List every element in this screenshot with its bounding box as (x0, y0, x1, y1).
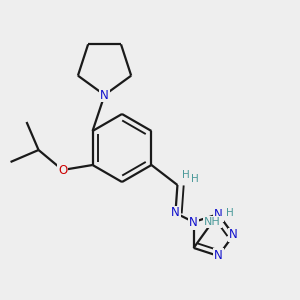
Text: H: H (182, 170, 189, 180)
Text: H: H (190, 174, 198, 184)
Text: NH: NH (204, 217, 221, 227)
Text: O: O (58, 164, 67, 176)
Text: N: N (229, 229, 238, 242)
Text: N: N (100, 88, 109, 101)
Text: N: N (214, 249, 223, 262)
Text: N: N (189, 216, 198, 229)
Text: N: N (214, 208, 223, 220)
Text: N: N (171, 206, 180, 220)
Text: H: H (226, 208, 233, 218)
